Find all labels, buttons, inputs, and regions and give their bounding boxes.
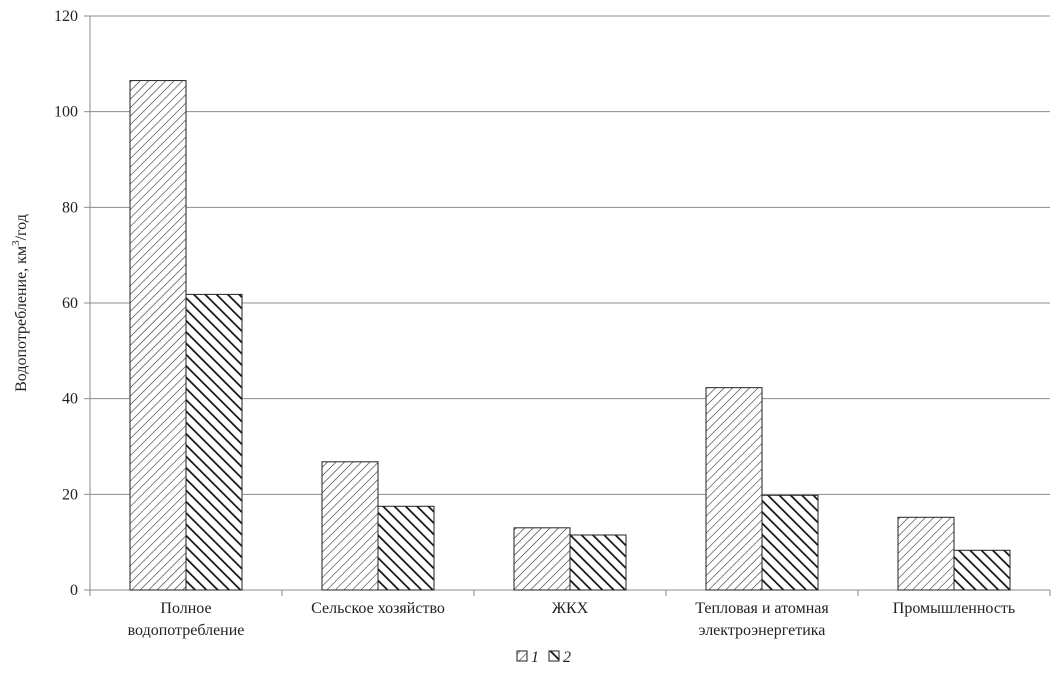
y-tick-label: 100 xyxy=(54,104,78,121)
bar-2-4 xyxy=(761,494,819,591)
y-tick-label: 120 xyxy=(54,8,78,25)
y-tick-label: 60 xyxy=(62,295,78,312)
y-tick-label: 0 xyxy=(70,582,78,599)
y-tick-label: 40 xyxy=(62,391,78,408)
x-category-label: ЖКХ xyxy=(552,600,589,617)
legend-label-2: 2 xyxy=(563,649,571,666)
y-axis-title-main: Водопотребление, км xyxy=(13,246,30,392)
legend-label-1: 1 xyxy=(531,649,539,666)
gridlines xyxy=(90,15,1050,495)
legend-swatch-1 xyxy=(516,650,528,662)
bar-1-4 xyxy=(705,387,763,591)
bar-1-3 xyxy=(513,527,571,591)
bar-2-5 xyxy=(953,549,1011,591)
x-category-label: Тепловая и атомная xyxy=(695,600,829,617)
bar-1-2 xyxy=(321,461,379,591)
bar-1-5 xyxy=(897,516,955,591)
y-axis-title-suffix: /год xyxy=(13,214,30,240)
x-category-label: Промышленность xyxy=(893,600,1015,617)
bar-2-2 xyxy=(377,505,435,591)
y-axis-title: Водопотребление, км3/год xyxy=(10,214,30,392)
y-tick-label: 80 xyxy=(62,199,78,216)
legend-swatch-2 xyxy=(548,650,560,662)
x-category-label: Полное xyxy=(160,600,211,617)
y-tick-label: 20 xyxy=(62,486,78,503)
x-category-label: водопотребление xyxy=(128,622,245,639)
x-category-label: Сельское хозяйство xyxy=(311,600,445,617)
labels: 0 20 40 60 80 100 120 Водопотребление, км3/год П… xyxy=(10,8,1015,639)
bar-2-3 xyxy=(569,534,627,591)
y-axis-title-superscript: 3 xyxy=(10,240,22,246)
bar-1-1 xyxy=(129,80,187,591)
bars xyxy=(129,80,1011,591)
x-category-label: электроэнергетика xyxy=(699,622,826,639)
bar-2-1 xyxy=(185,293,243,591)
